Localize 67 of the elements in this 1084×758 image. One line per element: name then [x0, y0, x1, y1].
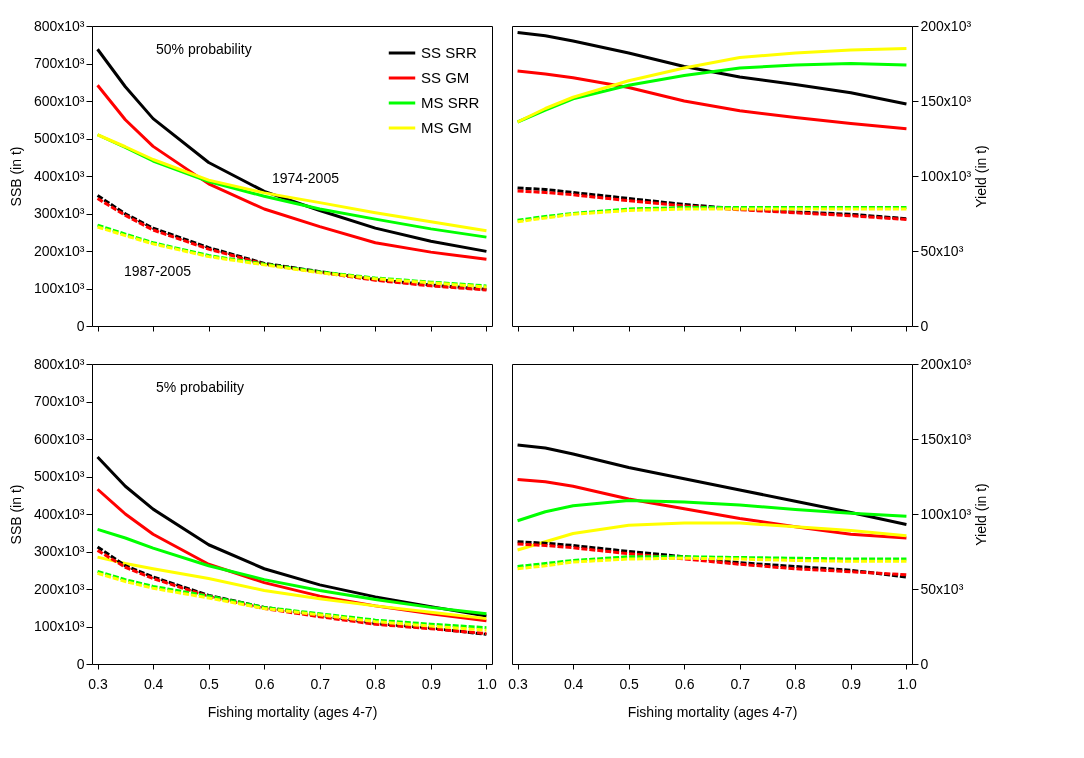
- y-tick-label: 0: [76, 655, 85, 672]
- y2-axis-title: Yield (in t): [973, 483, 990, 546]
- annotation: 5% probability: [156, 379, 244, 395]
- y-tick-label: 200x10³: [33, 580, 85, 597]
- x-tick-label: 0.3: [88, 675, 108, 692]
- x-tick-label: 0.7: [310, 675, 331, 692]
- y-tick-label: 400x10³: [33, 167, 85, 184]
- line-series: [516, 499, 908, 523]
- x-tick-label: 0.9: [421, 675, 442, 692]
- y-tick-label: 100x10³: [33, 618, 85, 634]
- y2-tick-label: 50x10³: [920, 580, 964, 597]
- line-series: [516, 47, 908, 124]
- line-series: [516, 521, 908, 552]
- x-tick-label: 0.5: [619, 675, 640, 692]
- y-tick-label: 200x10³: [33, 242, 85, 259]
- y-tick-label: 400x10³: [33, 505, 85, 522]
- line-series: [96, 83, 488, 261]
- y-tick-label: 100x10³: [33, 280, 85, 296]
- y2-tick-label: 150x10³: [920, 430, 972, 447]
- line-series: [96, 555, 488, 621]
- y2-tick-label: 200x10³: [920, 17, 972, 34]
- y2-axis-title: Yield (in t): [973, 145, 990, 208]
- y-tick-label: 700x10³: [33, 55, 85, 71]
- annotation: 1974-2005: [272, 170, 340, 186]
- x-tick-label: 1.0: [897, 675, 917, 692]
- y-tick-label: 500x10³: [33, 130, 85, 146]
- y-tick-label: 600x10³: [33, 430, 85, 447]
- y-axis-title: SSB (in t): [7, 146, 24, 207]
- y2-tick-label: 50x10³: [920, 242, 964, 259]
- x-tick-label: 0.6: [674, 675, 695, 692]
- x-tick-label: 0.7: [730, 675, 751, 692]
- x-axis-title: Fishing mortality (ages 4-7): [207, 703, 378, 720]
- line-series: [96, 527, 488, 616]
- x-tick-label: 0.4: [563, 675, 584, 692]
- annotation: 1987-2005: [124, 263, 192, 279]
- x-tick-label: 0.8: [786, 675, 806, 692]
- line-series: [516, 69, 908, 131]
- x-axis-title: Fishing mortality (ages 4-7): [627, 703, 798, 720]
- y-tick-label: 700x10³: [33, 393, 85, 409]
- y-tick-label: 300x10³: [33, 205, 85, 221]
- y-tick-label: 0: [76, 317, 85, 334]
- y2-tick-label: 200x10³: [920, 355, 972, 372]
- y-tick-label: 600x10³: [33, 92, 85, 109]
- legend-label: MS SRR: [421, 94, 480, 111]
- y-tick-label: 300x10³: [33, 543, 85, 559]
- y2-tick-label: 100x10³: [920, 505, 972, 522]
- y-tick-label: 800x10³: [33, 17, 85, 34]
- x-tick-label: 0.5: [199, 675, 220, 692]
- y-axis-title: SSB (in t): [7, 484, 24, 545]
- y-tick-label: 500x10³: [33, 468, 85, 484]
- x-tick-label: 0.4: [143, 675, 164, 692]
- legend-label: SS SRR: [421, 44, 478, 61]
- y2-tick-label: 100x10³: [920, 167, 972, 184]
- annotation: 50% probability: [156, 41, 252, 57]
- x-tick-label: 0.8: [366, 675, 386, 692]
- y2-tick-label: 0: [920, 317, 929, 334]
- y2-tick-label: 150x10³: [920, 92, 972, 109]
- legend-label: SS GM: [421, 69, 470, 86]
- y2-tick-label: 0: [920, 655, 929, 672]
- legend-label: MS GM: [421, 119, 472, 136]
- x-tick-label: 0.3: [508, 675, 528, 692]
- x-tick-label: 0.6: [254, 675, 275, 692]
- line-series: [516, 30, 908, 106]
- y-tick-label: 800x10³: [33, 355, 85, 372]
- x-tick-label: 0.9: [841, 675, 862, 692]
- x-tick-label: 1.0: [477, 675, 497, 692]
- line-series: [516, 443, 908, 526]
